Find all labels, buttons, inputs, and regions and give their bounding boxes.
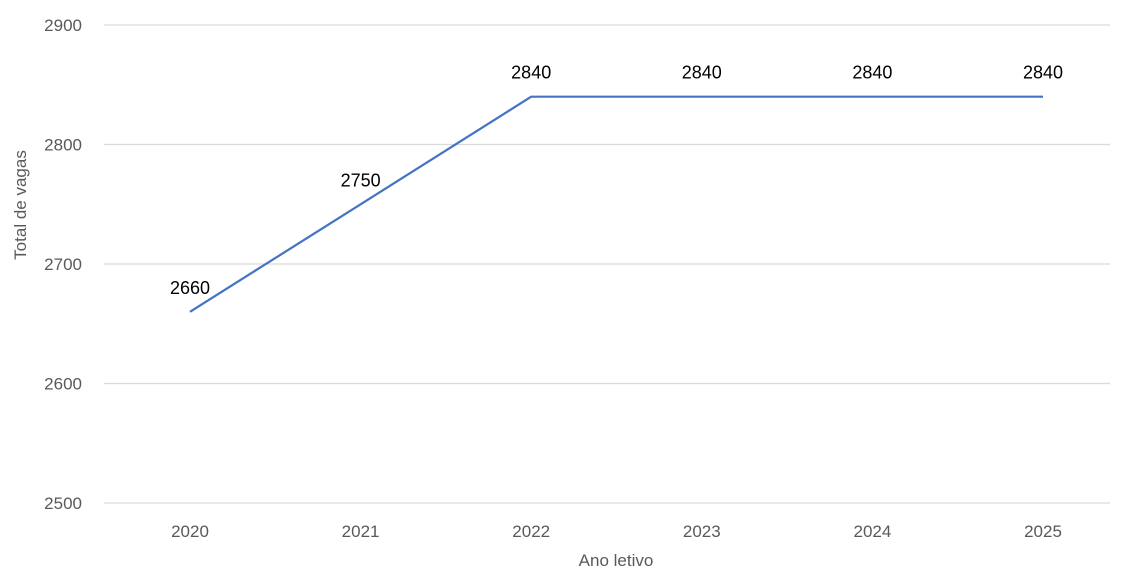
y-tick-label: 2900 (44, 16, 82, 35)
x-tick-label: 2023 (683, 522, 721, 541)
series-line (189, 95, 1043, 313)
gridlines (104, 24, 1110, 504)
x-axis-tick-labels: 2020 2021 2022 2023 2024 2025 (171, 522, 1062, 541)
data-label: 2660 (170, 278, 210, 298)
data-label: 2840 (682, 63, 722, 83)
y-axis-title: Total de vagas (11, 150, 30, 260)
y-tick-label: 2500 (44, 494, 82, 513)
y-tick-label: 2600 (44, 375, 82, 394)
x-tick-label: 2025 (1024, 522, 1062, 541)
series-group (189, 95, 1043, 313)
data-label: 2840 (852, 63, 892, 83)
data-label: 2750 (341, 170, 381, 190)
x-tick-label: 2022 (512, 522, 550, 541)
x-axis-title: Ano letivo (579, 551, 654, 570)
y-axis-tick-labels: 2500 2600 2700 2800 2900 (44, 16, 82, 513)
y-tick-label: 2800 (44, 136, 82, 155)
x-tick-label: 2024 (853, 522, 891, 541)
x-tick-label: 2021 (342, 522, 380, 541)
x-tick-label: 2020 (171, 522, 209, 541)
data-label: 2840 (511, 63, 551, 83)
data-label: 2840 (1023, 63, 1063, 83)
data-labels: 2660 2750 2840 2840 2840 2840 (170, 63, 1063, 298)
y-tick-label: 2700 (44, 255, 82, 274)
